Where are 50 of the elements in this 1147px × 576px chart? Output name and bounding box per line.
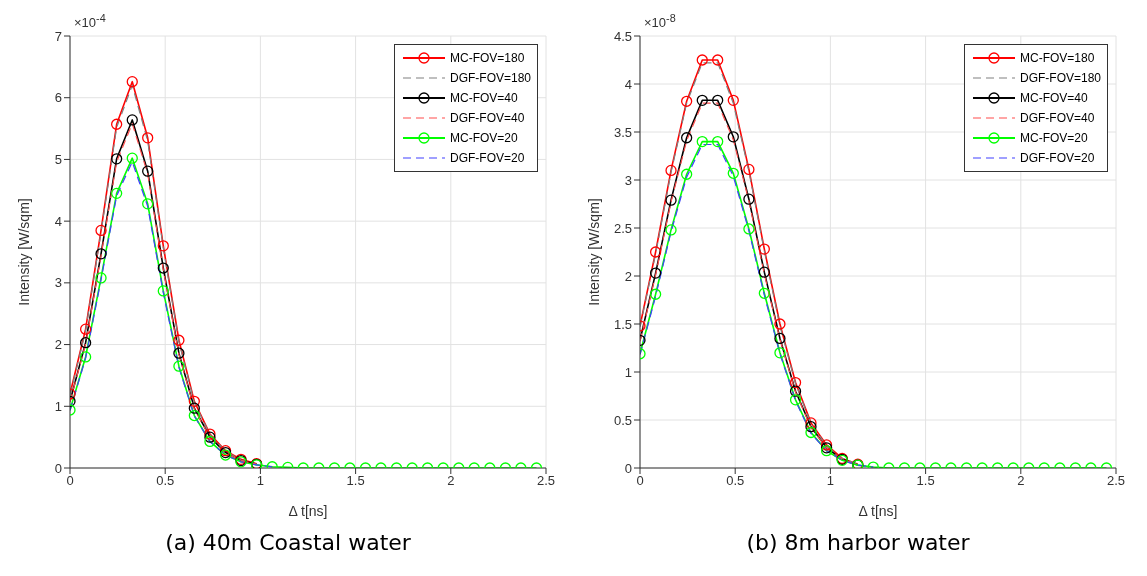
legend-label: MC-FOV=20: [1019, 131, 1088, 145]
legend-label: MC-FOV=20: [449, 131, 518, 145]
x-tick-label: 1.5: [916, 473, 935, 489]
y-tick-label: 0.5: [613, 412, 632, 428]
x-tick-label: 0: [66, 473, 74, 489]
x-tick-label: 1.5: [346, 473, 365, 489]
y-tick-label: 5: [54, 152, 62, 168]
text: (b) 8m harbor water: [745, 530, 971, 555]
x-tick-label: 2.5: [536, 473, 556, 489]
legend-label: MC-FOV=180: [449, 51, 525, 65]
legend-label: DGF-FOV=20: [449, 151, 525, 165]
legend-label: MC-FOV=40: [449, 91, 518, 105]
x-tick-label: 1: [826, 473, 835, 489]
legend-label: DGF-FOV=180: [1019, 71, 1101, 85]
legend-label: DGF-FOV=20: [1019, 151, 1095, 165]
legend-label: MC-FOV=40: [1019, 91, 1088, 105]
y-tick-label: 2: [54, 337, 62, 353]
y-tick-label: 3: [54, 275, 62, 291]
y-tick-label: 7: [54, 28, 62, 44]
text: ×10$^{-4}$: [74, 12, 106, 31]
legend-label: DGF-FOV=40: [449, 111, 525, 125]
text: (a) 40m Coastal water: [164, 530, 412, 555]
x-tick-label: 0: [636, 473, 644, 489]
y-tick-label: 2.5: [613, 220, 632, 236]
y-tick-label: 4.5: [613, 28, 632, 44]
y-tick-label: 1: [54, 398, 62, 414]
text: ×10$^{-8}$: [644, 12, 676, 31]
y-tick-label: 0: [54, 460, 62, 476]
legend-label: DGF-FOV=40: [1019, 111, 1095, 125]
x-tick-label: 2.5: [1106, 473, 1126, 489]
legend-label: MC-FOV=180: [1019, 51, 1095, 65]
y-tick-label: 0: [624, 460, 632, 476]
x-tick-label: 1: [256, 473, 265, 489]
y-tick-label: 3.5: [613, 124, 632, 140]
y-tick-label: 1: [624, 364, 632, 380]
x-axis-title: Δ t[ns]: [288, 503, 328, 519]
y-tick-label: 3: [624, 172, 632, 188]
y-axis-title: Intensity [W/sqm]: [585, 198, 602, 306]
y-tick-label: 4: [54, 213, 62, 229]
legend-label: DGF-FOV=180: [449, 71, 531, 85]
x-tick-label: 0.5: [726, 473, 745, 489]
y-axis-title: Intensity [W/sqm]: [15, 198, 32, 306]
x-axis-title: Δ t[ns]: [858, 503, 898, 519]
y-tick-label: 1.5: [613, 316, 632, 332]
x-tick-label: 2: [447, 473, 455, 489]
x-tick-label: 0.5: [156, 473, 175, 489]
y-tick-label: 2: [624, 268, 632, 284]
y-tick-label: 4: [624, 76, 632, 92]
y-tick-label: 6: [54, 90, 62, 106]
x-tick-label: 2: [1017, 473, 1025, 489]
